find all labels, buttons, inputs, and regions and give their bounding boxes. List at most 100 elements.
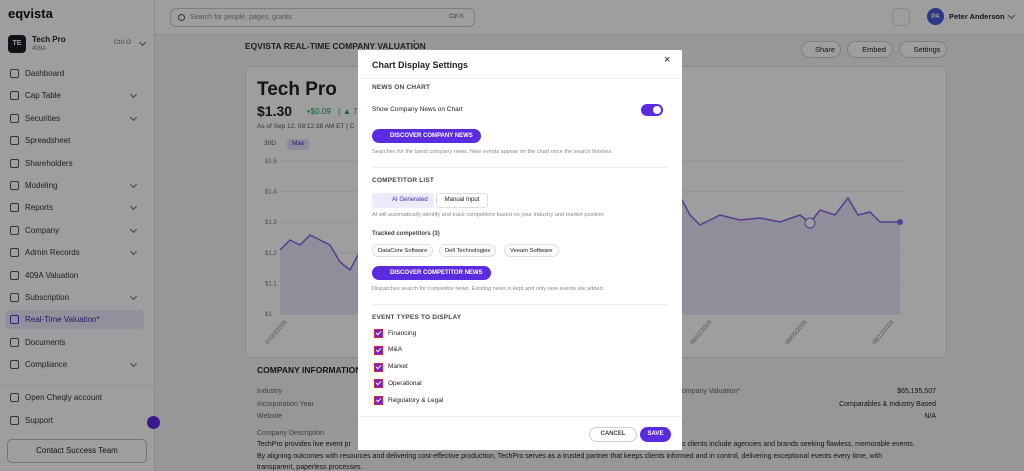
price-change: +$0.09 <box>306 107 331 116</box>
event-marker[interactable] <box>804 217 816 229</box>
settings-button[interactable]: Settings <box>899 41 947 58</box>
toggle[interactable] <box>641 104 663 116</box>
divider <box>358 78 682 79</box>
info-label: Company Description <box>257 430 324 437</box>
competitor-chip: Veeam Software <box>504 244 559 257</box>
save-button[interactable]: SAVE <box>640 427 671 442</box>
y-tick-label: $1.2 <box>265 251 277 257</box>
range-tab[interactable]: 30D <box>264 140 276 147</box>
checkbox[interactable] <box>374 345 383 355</box>
range-tab[interactable]: Max <box>287 139 310 150</box>
section-title: COMPANY INFORMATION <box>257 365 362 375</box>
nav-item[interactable]: 409A Valuation <box>6 266 144 285</box>
tab[interactable]: Manual Input <box>436 193 488 208</box>
nav-label: Dashboard <box>25 69 65 78</box>
info-label: Incorporation Year <box>257 401 314 408</box>
contact-button[interactable]: Contact Success Team <box>7 439 147 463</box>
icon <box>10 91 19 101</box>
nav-label: Real-Time Valuation* <box>25 315 100 325</box>
company-subtitle: 409A <box>32 46 47 52</box>
nav-item[interactable]: Documents <box>6 333 144 352</box>
nav-item[interactable]: Company <box>6 221 144 240</box>
timestamp: As of Sep 12, 08:12:38 AM ET | C <box>257 123 355 130</box>
nav-item[interactable]: Subscription <box>6 288 144 307</box>
icon <box>10 360 19 370</box>
checkbox-label: Financing <box>388 329 417 337</box>
description: transparent, paperless processes. <box>257 464 363 471</box>
divider <box>358 416 682 417</box>
section-heading: EVENT TYPES TO DISPLAY <box>372 314 462 321</box>
checkbox-label: Market <box>388 363 408 371</box>
description: By aligning outcomes with resources and … <box>257 453 883 460</box>
toggle-knob <box>653 106 661 114</box>
share-button[interactable]: Share <box>801 41 841 58</box>
avatar[interactable]: PA <box>927 8 944 25</box>
nav-item[interactable]: Support <box>6 411 144 430</box>
price-change-pct: ( ▲ 7. <box>338 107 360 116</box>
y-tick-label: $1.3 <box>265 220 277 226</box>
nav-label: 409A Valuation <box>25 270 79 280</box>
nav-label: Cap Table <box>25 91 61 101</box>
checkbox[interactable] <box>374 396 383 406</box>
embed-button[interactable]: Embed <box>847 41 893 58</box>
nav-label: Open Cheqly account <box>25 393 102 402</box>
user-name[interactable]: Peter Anderson <box>949 12 1005 21</box>
icon <box>10 393 19 402</box>
icon <box>10 203 19 213</box>
y-tick-label: $1.5 <box>265 159 277 165</box>
sidebar: eqvista TE Tech Pro 409A Ctrl O Dashboar… <box>0 0 160 471</box>
competitor-chip: DataCore Software <box>372 244 434 257</box>
nav-item[interactable]: Admin Records <box>6 243 144 262</box>
checkbox[interactable] <box>374 379 383 389</box>
checkbox[interactable] <box>374 362 383 372</box>
collapse-button[interactable] <box>147 416 160 429</box>
icon <box>10 158 19 168</box>
nav-label: Securities <box>25 113 61 123</box>
notifications[interactable] <box>892 8 910 26</box>
icon <box>10 225 19 235</box>
search-box[interactable]: Search for people, pages, grants Ctrl K <box>170 8 475 27</box>
checkbox[interactable] <box>374 329 383 338</box>
nav-label: Modeling <box>25 181 58 190</box>
company-switcher[interactable]: TE Tech Pro 409A Ctrl O <box>6 31 147 57</box>
info-value: $65,195,507 <box>897 388 936 395</box>
icon <box>10 113 19 123</box>
nav-item[interactable]: Real-Time Valuation* <box>6 310 144 330</box>
help-text: AI will automatically identify and track… <box>372 212 604 218</box>
nav-item[interactable]: Modeling <box>6 176 144 195</box>
divider <box>0 385 155 386</box>
nav-item[interactable]: Compliance <box>6 355 144 374</box>
icon <box>10 337 19 347</box>
info-value: N/A <box>924 413 936 420</box>
nav-item[interactable]: Spreadsheet <box>6 131 144 150</box>
icon <box>10 136 19 146</box>
competitor-chip: Dell Technologies <box>439 244 497 257</box>
cancel-button[interactable]: CANCEL <box>589 427 637 442</box>
icon <box>10 416 19 425</box>
tab-active[interactable]: AI Generated <box>372 193 434 208</box>
price: $1.30 <box>257 103 293 119</box>
divider <box>372 167 668 168</box>
nav-item[interactable]: Securities <box>6 109 144 128</box>
toggle-label: Show Company News on Chart <box>372 106 463 113</box>
nav-label: Shareholders <box>25 158 73 168</box>
discover-news-button[interactable]: DISCOVER COMPANY NEWS <box>372 129 481 143</box>
nav-item[interactable]: Dashboard <box>6 64 144 83</box>
y-tick-label: $1.4 <box>265 190 277 196</box>
price-line <box>279 196 900 272</box>
discover-competitor-button[interactable]: DISCOVER COMPETITOR NEWS <box>372 266 491 280</box>
nav-item[interactable]: Cap Table <box>6 86 144 105</box>
shortcut: Ctrl K <box>449 14 464 20</box>
nav-item[interactable]: Open Cheqly account <box>6 388 144 407</box>
nav-item[interactable]: Reports <box>6 198 144 217</box>
section-heading: NEWS ON CHART <box>372 84 431 91</box>
nav-label: Compliance <box>25 360 68 370</box>
close-button[interactable]: × <box>664 54 671 66</box>
logo[interactable]: eqvista <box>8 6 53 21</box>
description: TechPro provides live event pr <box>257 441 351 448</box>
checkbox-label: Operational <box>388 379 422 387</box>
nav-item[interactable]: Shareholders <box>6 154 144 173</box>
checkbox-label: M&A <box>388 346 403 354</box>
nav-label: Subscription <box>25 293 70 302</box>
